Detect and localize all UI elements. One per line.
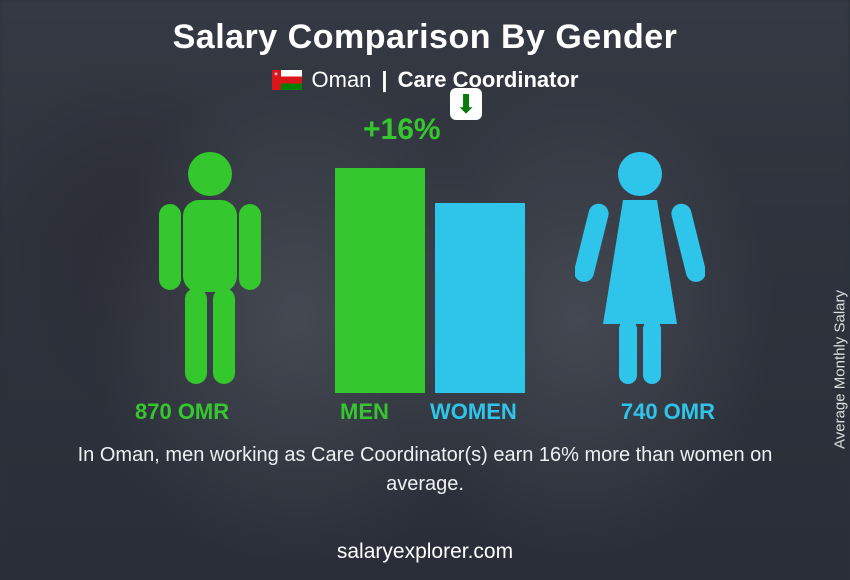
country-label: Oman [312, 67, 372, 93]
role-label: Care Coordinator [398, 67, 579, 93]
woman-figure-icon [575, 148, 705, 393]
bar-women [435, 203, 525, 393]
oman-flag-icon: ✶ [272, 70, 302, 90]
value-women: 740 OMR [621, 399, 715, 425]
gender-label-men: MEN [340, 399, 389, 425]
gender-label-women: WOMEN [430, 399, 517, 425]
page-title: Salary Comparison By Gender [0, 0, 850, 57]
subtitle-row: ✶ Oman | Care Coordinator [0, 67, 850, 93]
separator: | [381, 67, 387, 93]
y-axis-label: Average Monthly Salary [832, 290, 849, 449]
scroll-down-icon[interactable]: ⬇ [450, 88, 482, 120]
chart-area: +16% [105, 113, 745, 433]
footer-source: salaryexplorer.com [0, 540, 850, 564]
value-men: 870 OMR [135, 399, 229, 425]
caption-text: In Oman, men working as Care Coordinator… [65, 441, 785, 499]
man-figure-icon [145, 148, 275, 393]
delta-label: +16% [363, 113, 441, 147]
infographic-content: Salary Comparison By Gender ✶ Oman | Car… [0, 0, 850, 580]
bar-men [335, 168, 425, 393]
arrow-down-icon: ⬇ [455, 91, 477, 117]
